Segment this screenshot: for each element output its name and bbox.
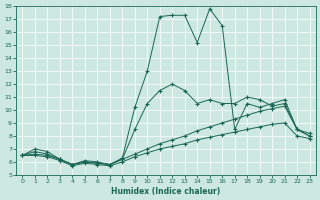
X-axis label: Humidex (Indice chaleur): Humidex (Indice chaleur) <box>111 187 221 196</box>
